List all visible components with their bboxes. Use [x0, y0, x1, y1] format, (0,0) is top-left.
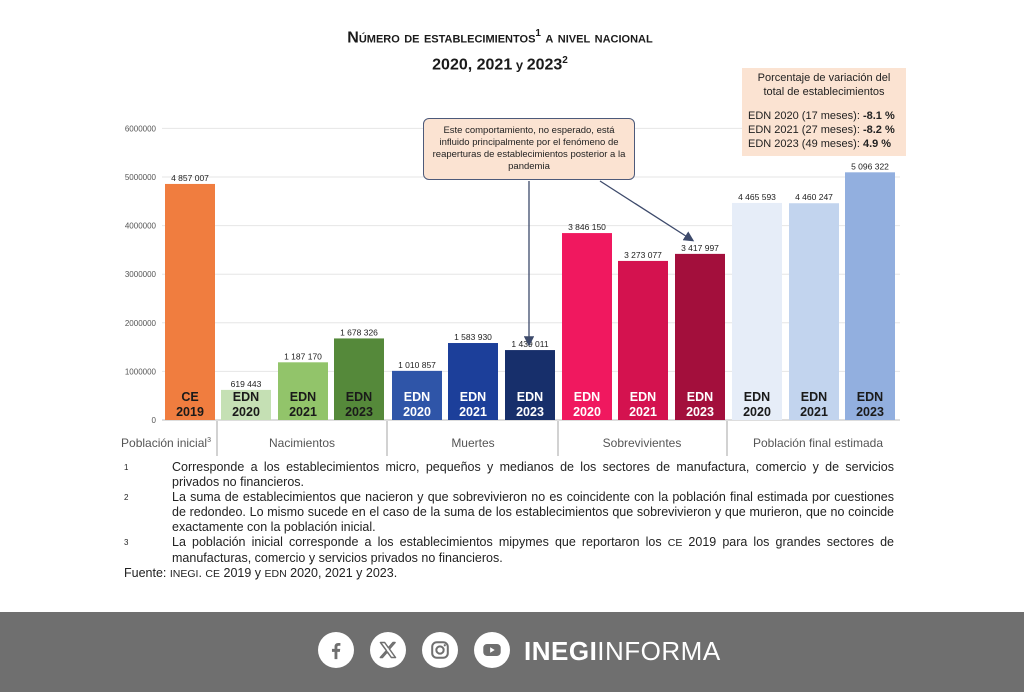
data-label: 3 273 077: [624, 250, 662, 260]
footnote-number: 3: [124, 538, 129, 547]
y-tick-label: 2000000: [125, 319, 157, 328]
instagram-icon[interactable]: [422, 632, 458, 668]
bar-label-line1: EDN: [574, 390, 600, 404]
annotation-text: Este comportamiento, no esperado, está i…: [432, 125, 626, 172]
bar: [618, 260, 668, 420]
bar-label-line1: EDN: [460, 390, 486, 404]
title-sup-2: 2: [562, 55, 568, 67]
footer-bar: [0, 612, 1024, 692]
data-label: 1 583 930: [454, 332, 492, 342]
footnote: 1 Corresponde a los establecimientos mic…: [124, 460, 894, 490]
annotation-arrow: [599, 180, 695, 242]
bar-label-line2: 2023: [856, 405, 884, 419]
group-label: Sobrevivientes: [603, 436, 682, 450]
annotation-callout: Este comportamiento, no esperado, está i…: [423, 118, 635, 180]
bar-label-line1: EDN: [346, 390, 372, 404]
bar: [732, 202, 782, 420]
bar: [448, 343, 498, 420]
bar-label-line2: 2021: [629, 405, 657, 419]
title-years: 2020, 2021: [432, 56, 513, 74]
group-label: Nacimientos: [269, 436, 335, 450]
data-label: 3 846 150: [568, 222, 606, 232]
footnote-number: 2: [124, 493, 129, 502]
variation-header-line2: total de establecimientos: [763, 86, 885, 98]
footnote: 3 La población inicial corresponde a los…: [124, 535, 894, 566]
footnotes: 1 Corresponde a los establecimientos mic…: [124, 460, 894, 582]
facebook-icon[interactable]: [318, 632, 354, 668]
variation-header-line1: Porcentaje de variación del: [757, 72, 891, 84]
group-label: Población inicial3: [121, 436, 211, 450]
bar: [392, 370, 442, 420]
y-tick-label: 4000000: [125, 222, 157, 231]
bar-label-line2: 2019: [176, 405, 204, 419]
bar-label-line1: EDN: [290, 390, 316, 404]
data-label: 3 417 997: [681, 243, 719, 253]
y-tick-label: 0: [152, 416, 157, 425]
bar-label-line2: 2021: [459, 405, 487, 419]
inegi-informa-logo: INEGIINFORMA: [524, 636, 721, 666]
variation-row: EDN 2023 (49 meses): 4.9 %: [748, 138, 892, 150]
footnote-text: Corresponde a los establecimientos micro…: [172, 460, 894, 489]
data-label: 5 096 322: [851, 161, 889, 171]
data-label: 619 443: [231, 379, 262, 389]
y-tick-label: 3000000: [125, 270, 157, 279]
bar-label-line1: EDN: [857, 390, 883, 404]
bar: [675, 253, 725, 420]
bar-label-line2: 2023: [686, 405, 714, 419]
bar-label-line2: 2020: [232, 405, 260, 419]
bar-label-line2: 2020: [403, 405, 431, 419]
data-label: 4 857 007: [171, 173, 209, 183]
variation-box: Porcentaje de variación del total de est…: [742, 68, 906, 156]
bar-label-line1: EDN: [801, 390, 827, 404]
group-label: Muertes: [451, 436, 494, 450]
bar: [562, 233, 612, 420]
bar: [334, 338, 384, 420]
data-label: 4 465 593: [738, 192, 776, 202]
source-line: Fuente: INEGI. CE 2019 y EDN 2020, 2021 …: [124, 566, 398, 580]
y-tick-label: 6000000: [125, 124, 157, 133]
bar-label-line1: EDN: [517, 390, 543, 404]
data-label: 1 187 170: [284, 351, 322, 361]
y-tick-label: 1000000: [125, 367, 157, 376]
title-last-year: 2023: [526, 56, 563, 74]
title-tail: a nivel nacional: [540, 29, 653, 47]
footnote-text: La suma de establecimientos que nacieron…: [172, 490, 894, 534]
x-icon[interactable]: [370, 632, 406, 668]
youtube-icon[interactable]: [474, 632, 510, 668]
bar-label-line2: 2023: [516, 405, 544, 419]
data-label: 1 678 326: [340, 327, 378, 337]
bar: [505, 350, 555, 420]
bar: [278, 362, 328, 420]
bar-label-line2: 2020: [573, 405, 601, 419]
data-label: 1 439 011: [511, 339, 548, 349]
bar-label-line2: 2021: [800, 405, 828, 419]
data-label: 4 460 247: [795, 192, 833, 202]
title-y: y: [512, 57, 527, 73]
variation-row: EDN 2021 (27 meses): -8.2 %: [748, 124, 895, 136]
bar-chart: 0 1000000 2000000 3000000 4000000 5000000 6000…: [121, 124, 900, 456]
footnote-number: 1: [124, 463, 129, 472]
bar-label-line1: EDN: [687, 390, 713, 404]
bar-label-line2: 2023: [345, 405, 373, 419]
chart-title: Número de establecimientos1 a nivel naci…: [0, 22, 1000, 77]
bar: [845, 172, 895, 420]
y-tick-label: 5000000: [125, 173, 157, 182]
bar-label-line1: CE: [181, 390, 198, 404]
bar-label-line1: EDN: [630, 390, 656, 404]
footnote-text: La población inicial corresponde a los e…: [172, 535, 894, 565]
bar-label-line1: EDN: [233, 390, 259, 404]
data-label: 1 010 857: [398, 360, 436, 370]
bar: [221, 389, 271, 420]
bar-label-line2: 2020: [743, 405, 771, 419]
bar-label-line2: 2021: [289, 405, 317, 419]
group-label: Población final estimada: [753, 436, 883, 450]
footnote: 2 La suma de establecimientos que nacier…: [124, 490, 894, 535]
bar: [165, 183, 215, 420]
variation-row: EDN 2020 (17 meses): -8.1 %: [748, 110, 895, 122]
bar-label-line1: EDN: [744, 390, 770, 404]
title-main: Número de establecimientos: [347, 29, 536, 47]
bar-label-line1: EDN: [404, 390, 430, 404]
title-sup-1: 1: [535, 28, 541, 39]
bar: [789, 203, 839, 420]
